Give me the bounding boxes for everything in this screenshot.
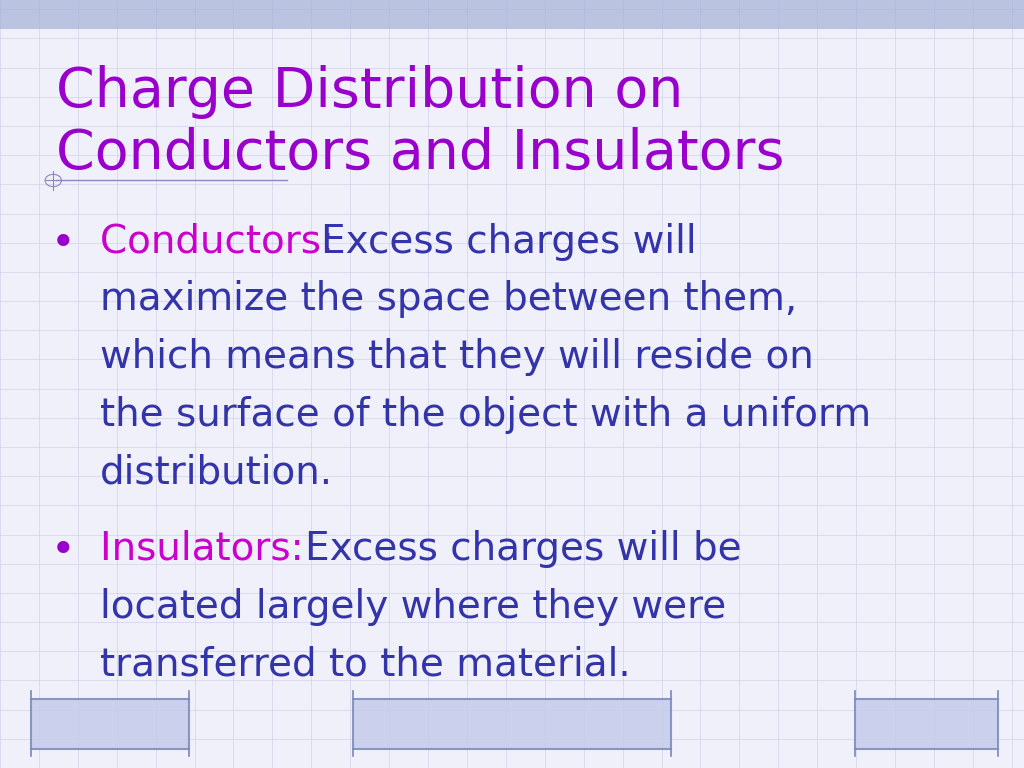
Text: Charge Distribution on: Charge Distribution on xyxy=(56,65,684,119)
Text: Conductors and Insulators: Conductors and Insulators xyxy=(56,127,784,180)
Bar xyxy=(353,699,671,749)
Text: •: • xyxy=(51,223,76,265)
Text: the surface of the object with a uniform: the surface of the object with a uniform xyxy=(100,396,871,433)
Bar xyxy=(31,699,189,749)
Bar xyxy=(855,699,998,749)
Text: •: • xyxy=(51,530,76,572)
Text: distribution.: distribution. xyxy=(100,453,334,491)
Bar xyxy=(0,0,1024,29)
Text: transferred to the material.: transferred to the material. xyxy=(100,645,631,683)
Text: Excess charges will: Excess charges will xyxy=(321,223,696,260)
Text: which means that they will reside on: which means that they will reside on xyxy=(100,338,814,376)
Text: maximize the space between them,: maximize the space between them, xyxy=(100,280,798,318)
Text: Conductors:: Conductors: xyxy=(100,223,347,260)
Text: Excess charges will be: Excess charges will be xyxy=(305,530,741,568)
Text: Insulators:: Insulators: xyxy=(100,530,316,568)
Text: located largely where they were: located largely where they were xyxy=(100,588,727,625)
